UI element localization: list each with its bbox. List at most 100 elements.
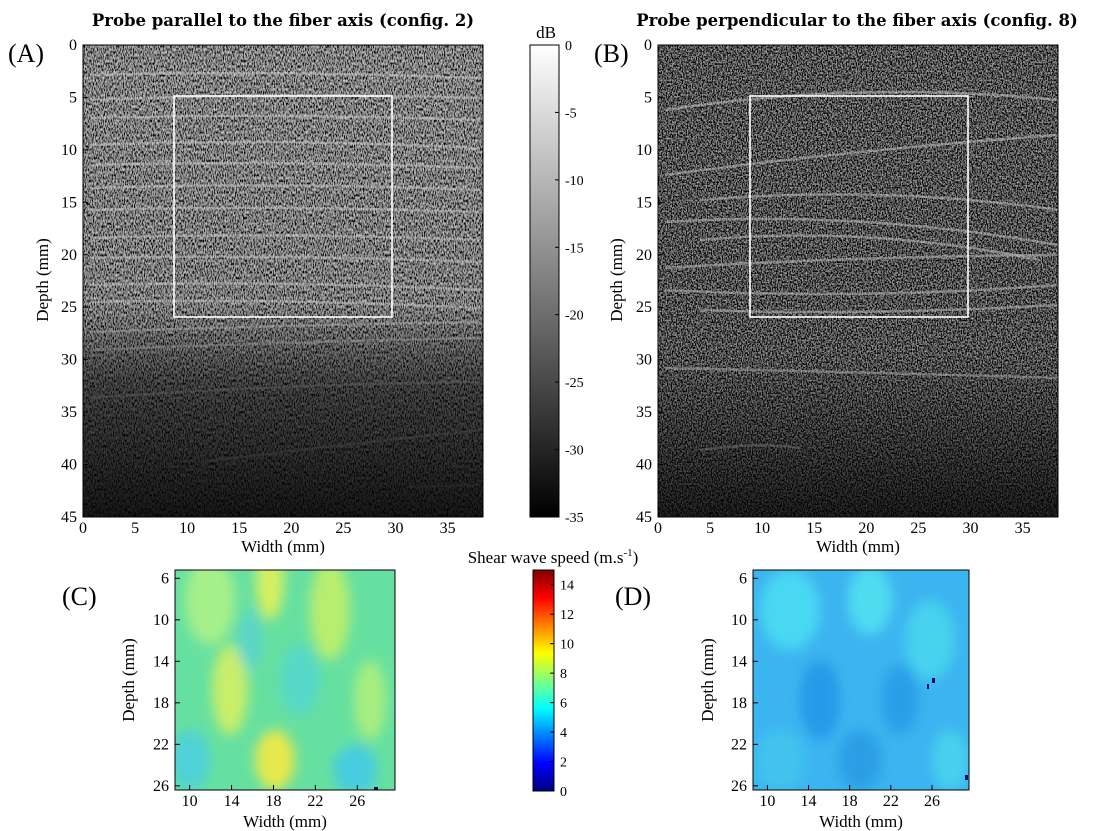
panel-b-xtick-label: 10 xyxy=(754,520,770,537)
colorbar-db-label: dB xyxy=(536,23,556,42)
panel-b-xlabel: Width (mm) xyxy=(816,537,900,556)
panel-a-ytick-label: 15 xyxy=(61,194,77,211)
colorbar-db-tick-label: -35 xyxy=(565,511,584,526)
panel-c-ytick-label: 26 xyxy=(153,778,169,795)
panel-a-xtick-label: 0 xyxy=(79,520,87,537)
panel-b-ytick-label: 35 xyxy=(636,404,652,421)
colorbar-db-tick-label: -25 xyxy=(565,376,584,391)
colorbar-db-tick-label: -20 xyxy=(565,309,584,324)
panel-a-ytick-label: 10 xyxy=(61,142,77,159)
panel-a-roi-box xyxy=(173,95,393,318)
panel-a-bmode-image xyxy=(83,45,483,517)
colorbar-speed-gradient xyxy=(532,569,555,792)
panel-a-xtick-label: 25 xyxy=(335,520,351,537)
panel-c-xtick-label: 22 xyxy=(307,793,323,810)
panel-c-ticks: 10 14 18 22 26 6 10 14 18 22 26 xyxy=(153,570,365,810)
panel-b-xtick-label: 15 xyxy=(806,520,822,537)
panel-a-ytick-label: 0 xyxy=(69,37,77,54)
panel-d-ytick-label: 6 xyxy=(739,570,747,587)
panel-a-xlabel: Width (mm) xyxy=(241,537,325,556)
panel-d-label: (D) xyxy=(615,582,651,611)
panel-b-ytick-label: 40 xyxy=(636,457,652,474)
colorbar-speed-tick-label: 2 xyxy=(560,756,567,771)
panel-c-label: (C) xyxy=(62,582,97,611)
colorbar-db-tick-label: 0 xyxy=(565,39,572,54)
colorbar-speed-tick-label: 4 xyxy=(560,726,567,741)
panel-a-xtick-label: 35 xyxy=(440,520,456,537)
panel-c-speed-map xyxy=(175,570,395,790)
colorbar-speed-label: Shear wave speed (m.s-1) xyxy=(468,547,639,567)
panel-a-label: (A) xyxy=(8,39,44,68)
panel-b-label: (B) xyxy=(594,39,629,68)
panel-a-ytick-label: 25 xyxy=(61,299,77,316)
panel-d-ytick-label: 10 xyxy=(731,612,747,629)
panel-b-xtick-label: 5 xyxy=(706,520,714,537)
panel-d-xtick-label: 22 xyxy=(883,793,899,810)
panel-b-ytick-label: 25 xyxy=(636,299,652,316)
colorbar-speed-tick-label: 6 xyxy=(560,697,567,712)
panel-a-ytick-label: 40 xyxy=(61,457,77,474)
panel-c-xtick-label: 10 xyxy=(182,793,198,810)
panel-c-ytick-label: 22 xyxy=(153,736,169,753)
panel-b-ytick-label: 30 xyxy=(636,352,652,369)
panel-d-ylabel: Depth (mm) xyxy=(698,638,717,722)
panel-a-xtick-label: 15 xyxy=(231,520,247,537)
colorbar-speed: Shear wave speed (m.s-1) 14 12 10 8 6 4 2 0 xyxy=(468,547,639,800)
colorbar-db-tick-label: -5 xyxy=(565,106,577,121)
panel-a-xtick-label: 30 xyxy=(388,520,404,537)
panel-b-xtick-label: 25 xyxy=(910,520,926,537)
colorbar-speed-tick-label: 10 xyxy=(560,638,574,653)
colorbar-speed-label-main: Shear wave speed (m.s xyxy=(468,548,624,567)
colorbar-speed-label-sup: -1 xyxy=(623,547,632,559)
panel-d-xlabel: Width (mm) xyxy=(819,812,903,831)
panel-c-ytick-label: 14 xyxy=(153,653,169,670)
panel-d-axes-frame xyxy=(752,569,970,791)
panel-a-ytick-label: 45 xyxy=(61,509,77,526)
panel-b-ylabel: Depth (mm) xyxy=(607,238,626,322)
panel-b-xtick-label: 20 xyxy=(858,520,874,537)
panel-a-ytick-label: 5 xyxy=(69,89,77,106)
panel-c-ytick-label: 10 xyxy=(153,612,169,629)
colorbar-speed-tick-label: 8 xyxy=(560,667,567,682)
panel-c-ylabel: Depth (mm) xyxy=(119,638,138,722)
panel-d-xtick-label: 10 xyxy=(759,793,775,810)
panel-d-ytick-label: 14 xyxy=(731,653,747,670)
panel-b-xtick-label: 35 xyxy=(1015,520,1031,537)
colorbar-speed-tick-label: 12 xyxy=(560,608,574,623)
colorbar-db-tick-label: -15 xyxy=(565,241,584,256)
panel-b-ytick-label: 15 xyxy=(636,194,652,211)
colorbar-db: dB 0 -5 -10 -15 -20 -25 -30 -35 xyxy=(529,23,584,526)
panel-a-ytick-label: 30 xyxy=(61,352,77,369)
panel-b-ytick-label: 10 xyxy=(636,142,652,159)
panel-d: (D) Width (mm) Depth (mm) 10 14 18 22 26 6 10 1… xyxy=(615,569,970,831)
panel-b-ticks: 0 5 10 15 20 25 30 35 0 5 10 15 20 25 30 35 40 45 xyxy=(636,37,1031,537)
panel-d-xtick-label: 18 xyxy=(842,793,858,810)
panel-c-ytick-label: 6 xyxy=(161,570,169,587)
panel-d-ytick-label: 22 xyxy=(731,736,747,753)
panel-b-axes-frame xyxy=(657,44,1059,518)
panel-a-ticks: 0 5 10 15 20 25 30 35 0 5 10 15 20 25 30 35 40 45 xyxy=(61,37,456,537)
panel-c-xlabel: Width (mm) xyxy=(243,812,327,831)
panel-a-xtick-label: 10 xyxy=(179,520,195,537)
colorbar-speed-label-end: ) xyxy=(633,548,639,567)
panel-d-ticks: 10 14 18 22 26 6 10 14 18 22 26 xyxy=(731,570,940,810)
panel-c-xtick-label: 14 xyxy=(224,793,240,810)
panel-b-ytick-label: 0 xyxy=(644,37,652,54)
panel-a-ytick-label: 35 xyxy=(61,404,77,421)
colorbar-db-tick-label: -10 xyxy=(565,174,584,189)
panel-c-xtick-label: 26 xyxy=(349,793,365,810)
panel-b-ytick-label: 20 xyxy=(636,247,652,264)
panel-b-ytick-label: 45 xyxy=(636,509,652,526)
panel-c-ytick-label: 18 xyxy=(153,695,169,712)
panel-c: (C) Width (mm) Depth (mm) 10 14 18 22 266101… xyxy=(62,569,396,831)
colorbar-speed-tick-label: 14 xyxy=(560,579,574,594)
panel-d-xtick-label: 26 xyxy=(924,793,940,810)
panel-b-xtick-label: 0 xyxy=(654,520,662,537)
panel-d-xtick-label: 14 xyxy=(801,793,817,810)
panel-a-axes-frame xyxy=(82,44,484,518)
panel-b-xtick-label: 30 xyxy=(963,520,979,537)
panel-b-bmode-image xyxy=(658,45,1058,517)
panel-b-roi-box xyxy=(749,95,969,318)
panel-c-xtick-label: 18 xyxy=(265,793,281,810)
